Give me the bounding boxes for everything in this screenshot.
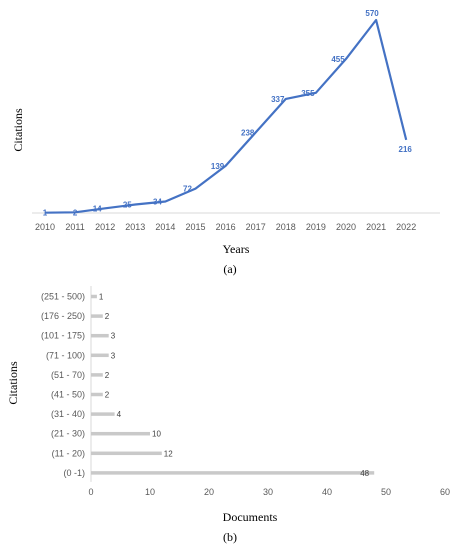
line-chart-y-axis-title: Citations — [11, 108, 25, 152]
bar — [91, 333, 109, 338]
bar-category-label: (21 - 30) — [51, 429, 85, 439]
line-data-label: 337 — [271, 95, 285, 104]
line-chart-citations-by-year: 2010 2011 2012 2013 2014 2015 2016 2017 2018 2019… — [11, 9, 440, 276]
line-data-label: 25 — [123, 201, 132, 210]
x-tick-label: 2013 — [125, 222, 145, 232]
line-chart-data-labels: 1 2 14 25 34 72 139 238 337 355 455 570 216 — [43, 9, 413, 218]
x-tick-label: 30 — [263, 487, 273, 497]
bar-chart-y-axis-title: Citations — [6, 361, 20, 405]
bar-category-label: (11 - 20) — [52, 448, 85, 458]
line-chart-x-axis-title: Years — [223, 242, 250, 256]
bar — [91, 431, 150, 436]
bar-data-label: 3 — [111, 332, 116, 341]
x-tick-label: 60 — [440, 487, 450, 497]
bar-category-label: (41 - 50) — [51, 390, 85, 400]
x-tick-label: 2015 — [185, 222, 205, 232]
x-tick-label: 2016 — [216, 222, 236, 232]
bar-category-label: (0 -1) — [63, 468, 85, 478]
bar — [91, 314, 103, 318]
x-tick-label: 2018 — [276, 222, 296, 232]
line-chart-series — [44, 18, 408, 214]
x-tick-label: 50 — [381, 487, 391, 497]
x-tick-label: 2020 — [336, 222, 356, 232]
x-tick-label: 10 — [145, 487, 155, 497]
x-tick-label: 2014 — [155, 222, 175, 232]
bar-data-label: 1 — [99, 293, 104, 302]
line-chart-panel-label: (a) — [223, 262, 236, 276]
x-tick-label: 2019 — [306, 222, 326, 232]
bar — [91, 451, 162, 456]
bar-chart-panel-label: (b) — [223, 530, 237, 544]
bar-data-label: 2 — [105, 312, 110, 321]
x-tick-label: 40 — [322, 487, 332, 497]
bar-data-label: 4 — [117, 410, 122, 419]
bar — [91, 373, 103, 377]
line-data-label: 72 — [183, 185, 192, 194]
bar-chart-citations-vs-documents: (251 - 500) (176 - 250) (101 - 175) (71 - 1… — [6, 286, 450, 544]
x-tick-label: 0 — [88, 487, 93, 497]
bar-category-label: (31 - 40) — [51, 409, 85, 419]
line-data-label: 2 — [73, 208, 78, 217]
bar-category-label: (176 - 250) — [41, 311, 85, 321]
x-tick-label: 2021 — [366, 222, 386, 232]
bar-data-label: 2 — [105, 391, 110, 400]
line-data-label: 139 — [211, 162, 225, 171]
line-series-citations — [44, 18, 408, 214]
line-data-label: 455 — [331, 55, 345, 64]
bar-data-label: 10 — [152, 430, 161, 439]
bar — [91, 353, 109, 358]
x-tick-label: 20 — [204, 487, 214, 497]
bar-data-label: 12 — [164, 449, 173, 458]
bar — [91, 294, 97, 299]
bar-chart-x-axis-title: Documents — [223, 510, 278, 524]
bar-data-label: 48 — [360, 469, 369, 478]
bar-data-label: 2 — [105, 371, 110, 380]
line-data-label: 34 — [153, 197, 162, 206]
line-data-label: 1 — [43, 209, 48, 218]
bar-chart-bars — [91, 294, 375, 475]
line-data-label: 14 — [93, 204, 102, 213]
bar-category-label: (251 - 500) — [41, 292, 85, 302]
bar-category-label: (101 - 175) — [41, 331, 85, 341]
bar-chart-category-labels: (251 - 500) (176 - 250) (101 - 175) (71 - 1… — [41, 292, 85, 478]
x-tick-label: 2011 — [65, 222, 84, 232]
x-tick-label: 2012 — [95, 222, 115, 232]
x-tick-label: 2010 — [35, 222, 55, 232]
bar-category-label: (71 - 100) — [46, 350, 85, 360]
line-data-label: 216 — [399, 145, 413, 154]
bar — [91, 471, 375, 475]
line-data-label: 238 — [241, 128, 255, 137]
bar — [91, 392, 103, 397]
line-data-label: 570 — [365, 9, 379, 18]
x-tick-label: 2017 — [246, 222, 266, 232]
bar-category-label: (51 - 70) — [51, 370, 85, 380]
bar — [91, 412, 115, 416]
x-tick-label: 2022 — [396, 222, 416, 232]
bar-chart-x-ticks: 0 10 20 30 40 50 60 — [88, 487, 450, 497]
line-chart-x-ticks: 2010 2011 2012 2013 2014 2015 2016 2017 2018 2019… — [35, 222, 416, 232]
line-data-label: 355 — [301, 89, 315, 98]
bar-data-label: 3 — [111, 351, 116, 360]
